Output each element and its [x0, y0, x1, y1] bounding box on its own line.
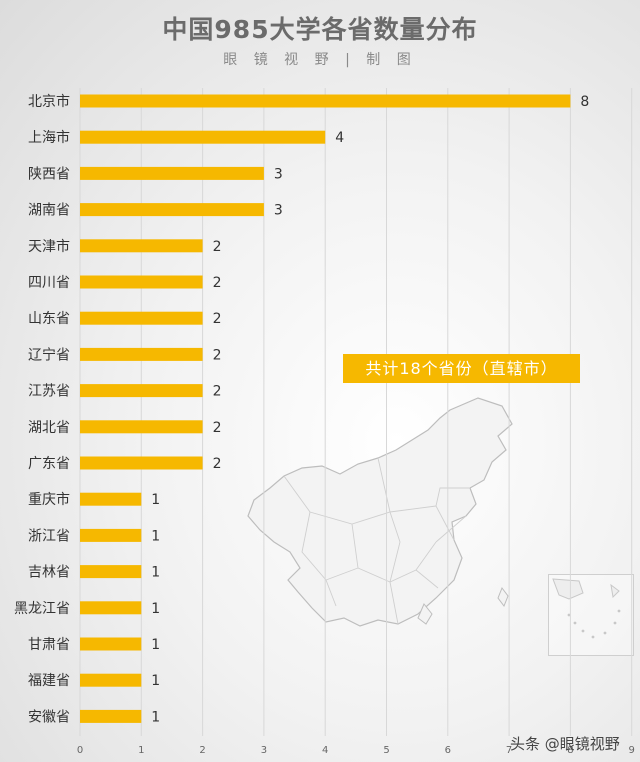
category-label: 甘肃省: [28, 637, 70, 653]
x-axis-ticks: 0 1 2 3 4 5 6 7 8 9: [77, 745, 635, 756]
category-labels: 北京市上海市陕西省湖南省天津市四川省山东省辽宁省江苏省湖北省广东省重庆市浙江省吉…: [14, 93, 70, 725]
x-tick-label: 6: [445, 745, 451, 756]
value-label: 2: [213, 275, 222, 291]
category-label: 北京市: [28, 93, 70, 110]
category-label: 辽宁省: [28, 346, 70, 363]
china-map-illustration: [247, 397, 513, 627]
bar: [80, 384, 203, 398]
bar: [80, 130, 326, 144]
bar: [80, 94, 571, 108]
x-tick-label: 2: [199, 745, 205, 756]
x-tick-label: 5: [383, 745, 389, 756]
bar: [80, 275, 203, 289]
value-label: 1: [151, 601, 160, 617]
total-provinces-callout: 共计18个省份（直辖市）: [343, 354, 580, 383]
bar: [80, 420, 203, 434]
bar: [80, 528, 142, 542]
category-label: 吉林省: [28, 565, 70, 581]
bar: [80, 311, 203, 325]
bar: [80, 166, 264, 180]
x-tick-label: 9: [629, 745, 635, 756]
category-label: 湖南省: [28, 203, 70, 219]
value-label: 1: [151, 528, 160, 544]
category-label: 天津市: [28, 238, 70, 255]
bar: [80, 709, 142, 723]
bar: [80, 456, 203, 470]
value-label: 8: [580, 94, 589, 110]
bar: [80, 601, 142, 615]
category-label: 山东省: [28, 311, 70, 327]
value-label: 1: [151, 637, 160, 653]
value-label: 1: [151, 709, 160, 725]
grid-lines: [79, 88, 633, 736]
category-label: 福建省: [28, 673, 70, 689]
category-label: 浙江省: [28, 528, 70, 544]
value-label: 3: [274, 166, 283, 182]
category-label: 安徽省: [28, 709, 70, 725]
value-label: 4: [335, 130, 344, 146]
value-label: 2: [213, 384, 222, 400]
bar: [80, 203, 264, 217]
value-label: 1: [151, 673, 160, 689]
value-label: 3: [274, 203, 283, 219]
category-label: 陕西省: [28, 166, 70, 182]
bar: [80, 637, 142, 651]
value-label: 1: [151, 492, 160, 508]
bars: [80, 94, 571, 723]
x-tick-label: 3: [261, 745, 267, 756]
bar: [80, 673, 142, 687]
x-tick-label: 8: [567, 745, 573, 756]
chart-title: 中国985大学各省数量分布: [162, 15, 478, 44]
category-label: 黑龙江省: [14, 601, 70, 617]
x-tick-label: 1: [138, 745, 144, 756]
value-label: 1: [151, 565, 160, 581]
value-label: 2: [213, 456, 222, 472]
value-label: 2: [213, 311, 222, 327]
category-label: 重庆市: [28, 491, 70, 508]
bar: [80, 492, 142, 506]
bar: [80, 565, 142, 579]
value-labels: 8 4 3 3 2 2 2 2 2 2 2 1 1 1 1 1 1 1: [151, 94, 589, 725]
bar: [80, 239, 203, 253]
category-label: 上海市: [28, 129, 70, 146]
watermark: 头条 @眼镜视野: [510, 735, 620, 753]
value-label: 2: [213, 347, 222, 363]
category-label: 广东省: [28, 456, 70, 472]
x-tick-label: 7: [506, 745, 512, 756]
category-label: 四川省: [28, 275, 70, 291]
x-tick-label: 0: [77, 745, 83, 756]
value-label: 2: [213, 420, 222, 436]
x-tick-label: 4: [322, 745, 328, 756]
south-china-sea-inset: [548, 574, 634, 656]
chart-subtitle: 眼 镜 视 野 | 制 图: [223, 52, 417, 68]
category-label: 江苏省: [28, 384, 70, 400]
bar: [80, 347, 203, 361]
value-label: 2: [213, 239, 222, 255]
category-label: 湖北省: [28, 420, 70, 436]
